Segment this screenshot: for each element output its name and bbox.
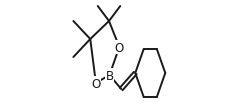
Text: B: B bbox=[105, 69, 114, 82]
Text: O: O bbox=[91, 77, 100, 90]
Text: O: O bbox=[115, 41, 124, 54]
